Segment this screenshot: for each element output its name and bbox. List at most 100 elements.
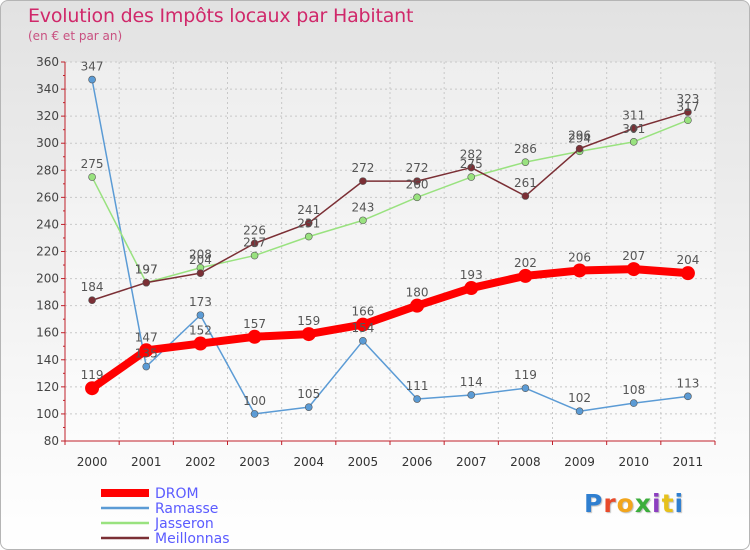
data-label-jasseron: 317	[676, 100, 699, 114]
data-point-drom	[464, 281, 479, 296]
data-label-jasseron: 208	[189, 248, 212, 262]
x-tick-label: 2008	[510, 455, 541, 469]
data-label-jasseron: 260	[406, 177, 429, 191]
data-label-ramasse: 114	[460, 375, 483, 389]
data-label-drom: 159	[297, 314, 320, 328]
data-label-meillonnas: 204	[189, 253, 212, 267]
y-tick-label: 100	[36, 407, 59, 421]
data-label-ramasse: 173	[189, 295, 212, 309]
data-point-meillonnas	[142, 278, 151, 287]
data-label-ramasse: 100	[243, 394, 266, 408]
chart-title: Evolution des Impôts locaux par Habitant	[28, 5, 414, 27]
x-tick-label: 2009	[564, 455, 595, 469]
data-label-drom: 204	[676, 253, 699, 267]
y-tick-label: 180	[36, 299, 59, 313]
data-label-ramasse: 102	[568, 391, 591, 405]
data-point-ramasse	[359, 337, 367, 345]
data-label-drom: 193	[460, 268, 483, 282]
data-point-ramasse	[467, 391, 476, 399]
y-tick-label: 320	[36, 109, 59, 123]
x-tick-label: 2011	[673, 455, 704, 469]
legend-label-jasseron: Jasseron	[154, 516, 214, 532]
data-point-drom	[518, 268, 533, 283]
data-label-meillonnas: 323	[676, 92, 699, 106]
data-label-drom: 152	[189, 324, 212, 338]
data-point-jasseron	[467, 173, 476, 181]
data-point-ramasse	[142, 362, 151, 371]
data-label-ramasse: 135	[135, 347, 158, 361]
data-point-drom	[680, 266, 695, 281]
data-point-jasseron	[88, 173, 96, 181]
y-tick-label: 140	[36, 353, 59, 367]
data-label-ramasse: 119	[514, 368, 537, 382]
data-point-drom	[301, 327, 316, 342]
data-point-meillonnas	[88, 296, 96, 305]
data-label-jasseron: 275	[81, 157, 104, 171]
data-label-jasseron: 231	[297, 217, 320, 231]
data-label-ramasse: 113	[676, 376, 699, 390]
x-tick-label: 2004	[293, 455, 324, 469]
data-label-jasseron: 294	[568, 131, 591, 145]
legend-label-meillonnas: Meillonnas	[155, 531, 230, 547]
data-label-jasseron: 197	[135, 263, 158, 277]
data-point-ramasse	[413, 395, 421, 403]
data-point-meillonnas	[413, 177, 421, 185]
y-tick-label: 360	[36, 55, 59, 69]
x-tick-label: 2002	[185, 455, 216, 469]
y-tick-label: 260	[36, 190, 59, 204]
data-point-ramasse	[304, 403, 313, 411]
data-label-jasseron: 301	[622, 122, 645, 136]
data-point-meillonnas	[359, 177, 367, 185]
data-point-ramasse	[250, 410, 259, 418]
data-point-meillonnas	[250, 239, 259, 248]
data-point-meillonnas	[629, 124, 638, 133]
data-point-ramasse	[575, 407, 584, 416]
y-tick-label: 120	[36, 380, 59, 394]
x-tick-label: 2000	[77, 455, 108, 469]
data-point-jasseron	[359, 216, 367, 225]
data-point-jasseron	[304, 232, 313, 241]
data-point-meillonnas	[196, 269, 205, 277]
data-label-drom: 202	[514, 256, 537, 270]
data-label-meillonnas: 272	[406, 161, 429, 175]
y-tick-label: 200	[36, 272, 59, 286]
data-point-drom	[85, 381, 100, 396]
data-label-meillonnas: 184	[81, 280, 104, 294]
data-label-drom: 119	[81, 368, 104, 382]
data-label-ramasse: 347	[81, 60, 104, 74]
data-label-meillonnas: 241	[297, 203, 320, 217]
x-tick-label: 2003	[239, 455, 270, 469]
data-point-drom	[247, 329, 262, 344]
y-tick-label: 340	[36, 82, 59, 96]
y-tick-label: 160	[36, 326, 59, 340]
data-point-drom	[572, 263, 587, 278]
series-line-drom	[88, 265, 692, 393]
data-label-meillonnas: 296	[568, 129, 591, 143]
data-point-ramasse	[521, 384, 530, 393]
data-point-ramasse	[196, 311, 205, 319]
data-label-ramasse: 105	[297, 387, 320, 401]
data-label-drom: 166	[351, 305, 374, 319]
data-point-drom	[193, 336, 208, 351]
data-label-jasseron: 275	[460, 157, 483, 171]
data-label-drom: 206	[568, 250, 591, 264]
data-label-drom: 207	[622, 249, 645, 263]
data-point-drom	[355, 317, 370, 332]
series-line-ramasse	[91, 78, 689, 415]
data-label-drom: 180	[406, 286, 429, 300]
y-tick-label: 300	[36, 136, 59, 150]
data-label-jasseron: 286	[514, 142, 537, 156]
x-tick-label: 2006	[402, 455, 433, 469]
data-point-meillonnas	[575, 144, 584, 153]
data-point-ramasse	[684, 392, 692, 401]
data-point-drom	[626, 262, 641, 277]
data-label-drom: 157	[243, 317, 266, 331]
data-point-drom	[410, 298, 425, 313]
data-label-meillonnas: 197	[135, 263, 158, 277]
x-tick-label: 2010	[618, 455, 649, 469]
data-point-drom	[139, 343, 154, 358]
data-label-meillonnas: 261	[514, 176, 537, 190]
data-label-ramasse: 154	[351, 321, 374, 335]
